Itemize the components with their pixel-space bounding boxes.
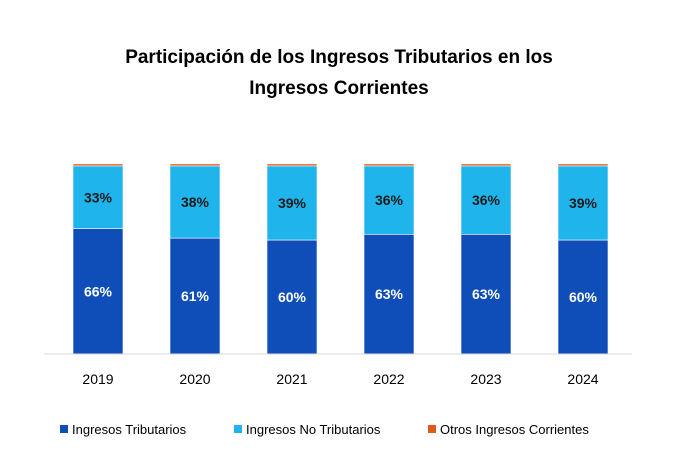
legend-swatch-0 [60,425,68,433]
bar-segment-2021-s0 [266,239,318,355]
data-label-2023-s0: 63% [472,286,501,302]
x-tick-2024: 2024 [567,371,598,387]
x-tick-2020: 2020 [179,371,210,387]
legend-label-2: Otros Ingresos Corrientes [440,422,589,437]
data-label-2019-s0: 66% [84,283,113,299]
chart-title-line-2: Ingresos Corrientes [249,78,429,99]
data-label-2024-s1: 39% [569,195,598,211]
bar-segment-2020-s2 [169,163,221,167]
x-tick-2023: 2023 [470,371,501,387]
x-tick-2019: 2019 [82,371,113,387]
bar-segment-2024-s2 [557,163,609,167]
data-label-2020-s1: 38% [181,194,210,210]
bar-segment-2022-s0 [363,234,415,355]
bars-group: 66% 33% 61% 38% 60% 39% 63% 36% 63% 36% 60% 39% [72,163,609,355]
bar-segment-2022-s2 [363,163,415,167]
bar-segment-2024-s0 [557,239,609,355]
data-label-2024-s0: 60% [569,289,598,305]
bar-segment-2024-s1 [557,165,609,241]
legend-swatch-2 [428,425,436,433]
data-label-2021-s0: 60% [278,289,307,305]
x-tick-2022: 2022 [373,371,404,387]
bar-segment-2023-s0 [460,234,512,355]
data-label-2022-s0: 63% [375,286,404,302]
bar-segment-2021-s1 [266,165,318,241]
x-tick-2021: 2021 [276,371,307,387]
legend-label-0: Ingresos Tributarios [72,422,187,437]
bar-segment-2023-s1 [460,165,512,235]
bar-segment-2020-s0 [169,237,221,355]
data-label-2022-s1: 36% [375,192,404,208]
data-label-2023-s1: 36% [472,192,501,208]
bar-segment-2019-s2 [72,163,124,167]
bar-segment-2023-s2 [460,163,512,167]
data-label-2021-s1: 39% [278,195,307,211]
legend-item-1: Ingresos No Tributarios [234,422,381,437]
bar-segment-2021-s2 [266,163,318,167]
legend-item-0: Ingresos Tributarios [60,422,187,437]
x-tick-labels: 2019 2020 2021 2022 2023 2024 [82,371,598,387]
bar-segment-2022-s1 [363,165,415,235]
legend: Ingresos Tributarios Ingresos No Tributar… [60,422,589,437]
bar-segment-2019-s0 [72,228,124,355]
bar-segment-2019-s1 [72,165,124,229]
legend-item-2: Otros Ingresos Corrientes [428,422,589,437]
data-label-2019-s1: 33% [84,189,113,205]
legend-label-1: Ingresos No Tributarios [246,422,381,437]
chart-title-line-1: Participación de los Ingresos Tributario… [125,47,553,68]
bar-segment-2020-s1 [169,165,221,239]
data-label-2020-s0: 61% [181,288,210,304]
legend-swatch-1 [234,425,242,433]
